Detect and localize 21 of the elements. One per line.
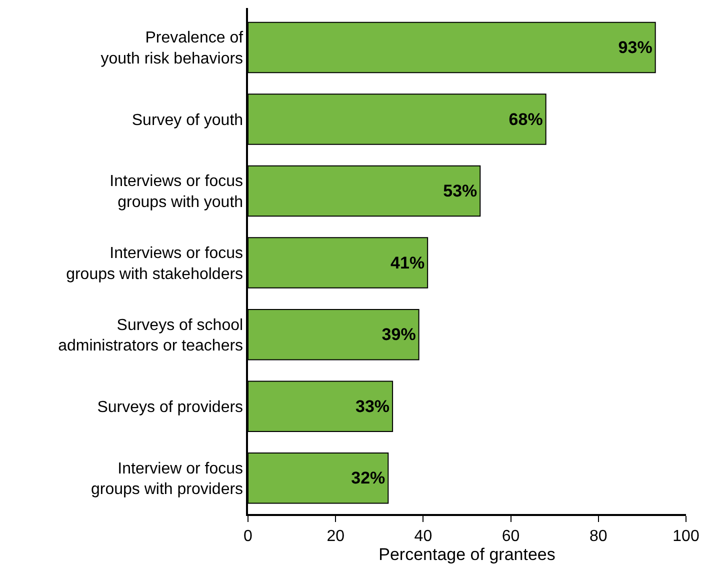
- data-label: 41%: [390, 253, 425, 272]
- y-tick-label: Interviews or focus groups with stakeholders: [66, 244, 244, 283]
- y-tick-label: Surveys of school administrators or teachers: [58, 316, 244, 355]
- data-label: 53%: [443, 182, 478, 201]
- y-tick-label: Interview or focus groups with providers: [90, 460, 244, 498]
- data-label: 39%: [382, 325, 416, 344]
- y-tick-label: Surveys of providers: [97, 398, 244, 416]
- y-tick-label: Survey of youth: [132, 112, 244, 129]
- y-tick-label: Prevalence of youth risk behaviors: [100, 30, 244, 68]
- x-tick-label: 40: [414, 528, 432, 545]
- x-tick-label: 100: [672, 528, 700, 545]
- x-tick-label: 0: [244, 528, 253, 545]
- x-tick-label: 80: [590, 528, 608, 545]
- data-label: 68%: [508, 110, 543, 129]
- y-tick-label: Interviews or focus groups with youth: [110, 173, 244, 212]
- x-axis-title: Percentage of grantees: [378, 544, 556, 564]
- x-tick-label: 60: [502, 528, 520, 545]
- data-label: 32%: [351, 468, 386, 488]
- x-tick-label: 20: [326, 528, 345, 545]
- data-label: 33%: [356, 396, 390, 416]
- data-label: 93%: [618, 38, 652, 57]
